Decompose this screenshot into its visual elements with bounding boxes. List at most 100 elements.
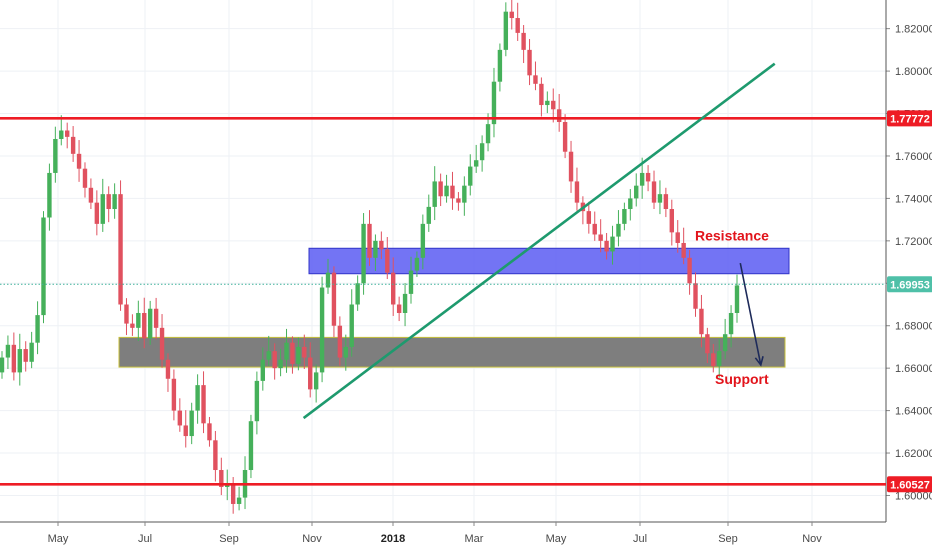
- candle-body: [545, 100, 550, 106]
- candle-body: [296, 346, 301, 364]
- candle-body: [331, 272, 337, 326]
- candle-body: [509, 11, 514, 19]
- candle-body: [675, 232, 680, 243]
- candle-body: [521, 32, 526, 50]
- candle-body: [687, 257, 692, 284]
- candle-body: [539, 83, 544, 106]
- candle-body: [349, 304, 354, 347]
- candle-body: [663, 194, 669, 210]
- x-tick-label: May: [48, 533, 69, 545]
- candle-body: [734, 285, 740, 313]
- candle-body: [574, 181, 580, 203]
- candle-body: [468, 166, 473, 186]
- candle-body: [59, 130, 64, 139]
- candle-body: [171, 378, 177, 411]
- candle-body: [491, 81, 497, 125]
- resistance-label: Resistance: [695, 227, 769, 243]
- x-tick-label: Jul: [138, 533, 152, 545]
- candle-body: [88, 187, 94, 203]
- candle-body: [23, 349, 28, 362]
- candle-body: [337, 325, 343, 358]
- candle-body: [551, 100, 556, 110]
- candle-body: [402, 293, 408, 313]
- candle-body: [0, 357, 5, 373]
- candle-body: [432, 181, 437, 207]
- candle-body: [165, 359, 171, 379]
- candle-body: [290, 342, 295, 364]
- candle-body: [391, 272, 396, 305]
- x-tick-label: Nov: [802, 533, 822, 545]
- candle-body: [29, 342, 34, 362]
- candle-body: [112, 194, 117, 210]
- x-tick-label: 2018: [381, 533, 405, 545]
- candle-body: [219, 470, 224, 487]
- candle-body: [479, 143, 485, 161]
- candle-body: [254, 380, 260, 422]
- candle-body: [456, 198, 461, 203]
- trendline: [302, 62, 776, 420]
- candle-body: [319, 287, 325, 373]
- candle-body: [693, 283, 698, 309]
- candle-body: [195, 385, 200, 411]
- drawing-overlays: [0, 62, 886, 486]
- candle-body: [379, 240, 384, 250]
- candle-body: [159, 327, 165, 360]
- y-tick-label: 1.62000: [895, 448, 932, 460]
- candle-body: [634, 185, 639, 199]
- candle-body: [610, 236, 615, 252]
- candle-body: [657, 194, 663, 203]
- candle-body: [533, 75, 538, 84]
- candle-body: [681, 242, 686, 258]
- candle-body: [260, 359, 266, 381]
- candle-body: [47, 172, 52, 218]
- annotation-labels: Resistance Support: [695, 227, 769, 387]
- candle-body: [266, 351, 271, 360]
- y-tick-label: 1.72000: [895, 236, 932, 248]
- y-tick-label: 1.60000: [895, 490, 932, 502]
- candle-body: [420, 223, 426, 258]
- candle-body: [70, 136, 76, 154]
- candle-body: [705, 334, 710, 354]
- x-tick-label: Mar: [465, 533, 484, 545]
- chart-grid: [0, 0, 886, 522]
- candle-body: [639, 172, 645, 186]
- candle-body: [473, 160, 479, 167]
- candle-body: [147, 308, 153, 339]
- candle-body: [130, 323, 135, 328]
- candle-body: [426, 206, 431, 224]
- y-tick-label: 1.68000: [895, 321, 932, 333]
- x-tick-label: Nov: [302, 533, 322, 545]
- candle-body: [414, 257, 420, 271]
- candle-body: [76, 153, 82, 169]
- candle-body: [485, 124, 491, 144]
- y-tick-label: 1.76000: [895, 151, 932, 163]
- candle-body: [272, 351, 277, 369]
- x-tick-label: Jul: [633, 533, 647, 545]
- candle-body: [177, 410, 183, 426]
- candle-body: [527, 49, 532, 76]
- candle-body: [645, 172, 651, 182]
- current-price-tag: [887, 276, 932, 293]
- candle-body: [325, 272, 331, 288]
- candle-body: [556, 109, 562, 123]
- candle-body: [313, 372, 319, 390]
- forecast-arrow-line: [739, 262, 762, 366]
- x-tick-label: May: [546, 533, 567, 545]
- candle-body: [396, 304, 402, 313]
- candle-body: [717, 351, 722, 367]
- price-tag-label: 1.69953: [890, 279, 930, 291]
- candle-body: [373, 240, 378, 258]
- x-tick-label: Sep: [718, 533, 738, 545]
- candle-body: [213, 440, 218, 471]
- candle-body: [361, 223, 366, 284]
- candle-body: [515, 18, 520, 33]
- candle-body: [183, 425, 188, 437]
- candle-body: [236, 497, 242, 504]
- candle-body: [651, 181, 657, 203]
- candle-body: [562, 122, 568, 152]
- candle-body: [586, 211, 592, 224]
- candle-body: [628, 198, 633, 210]
- candle-body: [65, 130, 70, 137]
- candle-body: [118, 194, 123, 305]
- x-tick-label: Sep: [219, 533, 239, 545]
